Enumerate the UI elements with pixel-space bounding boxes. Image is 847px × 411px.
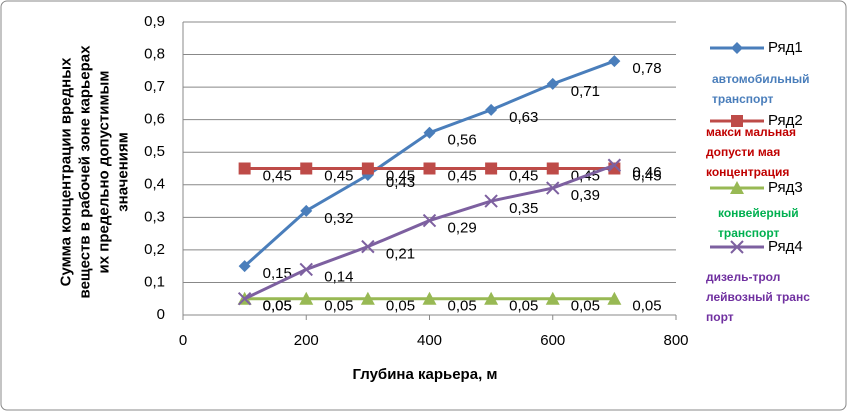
legend-label: Ряд2 (768, 112, 803, 129)
y-axis-label-line: их предельно допустимым (95, 71, 112, 274)
annotation: конвейерный (718, 206, 799, 220)
data-label: 0,05 (324, 298, 353, 315)
data-label: 0,45 (324, 167, 353, 184)
marker (484, 291, 499, 305)
data-label: 0,78 (632, 60, 661, 77)
data-label: 0,05 (632, 298, 661, 315)
y-tick-label: 0,4 (144, 176, 165, 193)
marker (360, 291, 375, 305)
marker (485, 162, 498, 175)
y-tick-label: 0,3 (144, 208, 165, 225)
legend-label: Ряд4 (768, 238, 803, 255)
data-label: 0,45 (386, 167, 415, 184)
x-tick-label: 400 (417, 332, 442, 349)
data-label: 0,05 (571, 298, 600, 315)
marker (237, 292, 252, 306)
annotation: концентрация (706, 165, 789, 179)
marker (422, 291, 437, 305)
legend-label: Ряд1 (768, 39, 803, 56)
marker (607, 291, 622, 305)
data-label: 0,45 (448, 167, 477, 184)
data-label: 0,46 (632, 164, 661, 181)
marker (546, 181, 560, 195)
annotation: дизель-трол (706, 270, 780, 284)
data-label: 0,45 (632, 167, 661, 184)
y-axis-label-line: Сумма концентрации вредных (57, 57, 74, 286)
marker (423, 162, 436, 175)
y-axis-label-line: значениям (114, 132, 131, 212)
marker (731, 115, 743, 127)
marker (361, 162, 374, 175)
marker (422, 213, 437, 228)
data-label: 0,05 (263, 298, 292, 315)
data-label: 0,39 (571, 187, 600, 204)
marker (299, 291, 314, 305)
data-label: 0,14 (324, 268, 353, 285)
x-tick-label: 800 (663, 332, 688, 349)
marker (545, 291, 560, 305)
data-label: 0,05 (509, 298, 538, 315)
data-label: 0,32 (324, 210, 353, 227)
y-tick-label: 0 (157, 306, 165, 323)
data-label: 0,71 (571, 83, 600, 100)
marker (238, 162, 251, 175)
y-tick-label: 0,5 (144, 143, 165, 160)
annotation: транспорт (718, 226, 780, 240)
y-tick-label: 0,9 (144, 13, 165, 30)
data-label: 0,63 (509, 109, 538, 126)
marker (607, 158, 622, 172)
data-label: 0,35 (509, 200, 538, 217)
data-label: 0,05 (263, 298, 292, 315)
marker (300, 162, 313, 175)
x-tick-label: 200 (294, 332, 319, 349)
annotation: транспорт (712, 92, 774, 106)
marker (485, 103, 498, 116)
y-tick-label: 0,2 (144, 241, 165, 258)
data-label: 0,29 (448, 220, 477, 237)
data-label: 0,15 (263, 265, 292, 282)
data-label: 0,56 (448, 132, 477, 149)
marker (546, 77, 559, 90)
marker (300, 204, 313, 217)
marker (730, 240, 744, 254)
y-tick-label: 0,7 (144, 78, 165, 95)
marker (546, 162, 559, 175)
marker (299, 262, 313, 277)
x-tick-label: 600 (540, 332, 565, 349)
annotation: порт (706, 310, 734, 324)
marker (238, 260, 251, 273)
marker (730, 181, 744, 194)
data-label: 0,21 (386, 246, 415, 263)
data-label: 0,05 (448, 298, 477, 315)
marker (423, 126, 436, 139)
marker (608, 55, 621, 68)
legend-label: Ряд3 (768, 179, 803, 196)
marker (484, 194, 498, 208)
x-tick-label: 0 (179, 332, 187, 349)
data-label: 0,45 (263, 167, 292, 184)
annotation: макси мальная (706, 125, 796, 139)
annotation: лейвозный транс (706, 290, 810, 304)
annotation: автомобильный (712, 72, 810, 86)
y-tick-label: 0,8 (144, 46, 165, 63)
marker (731, 42, 743, 54)
data-label: 0,43 (386, 174, 415, 191)
y-tick-label: 0,1 (144, 273, 165, 290)
y-axis-label: Сумма концентрации вредных веществ в рабо… (57, 45, 131, 299)
marker (361, 239, 375, 254)
annotation: допусти мая (706, 145, 780, 159)
y-axis-label-line: веществ в рабочей зоне карьерах (76, 45, 93, 299)
data-label: 0,05 (386, 298, 415, 315)
data-label: 0,45 (509, 167, 538, 184)
x-axis-label: Глубина карьера, м (353, 366, 498, 383)
y-tick-label: 0,6 (144, 111, 165, 128)
